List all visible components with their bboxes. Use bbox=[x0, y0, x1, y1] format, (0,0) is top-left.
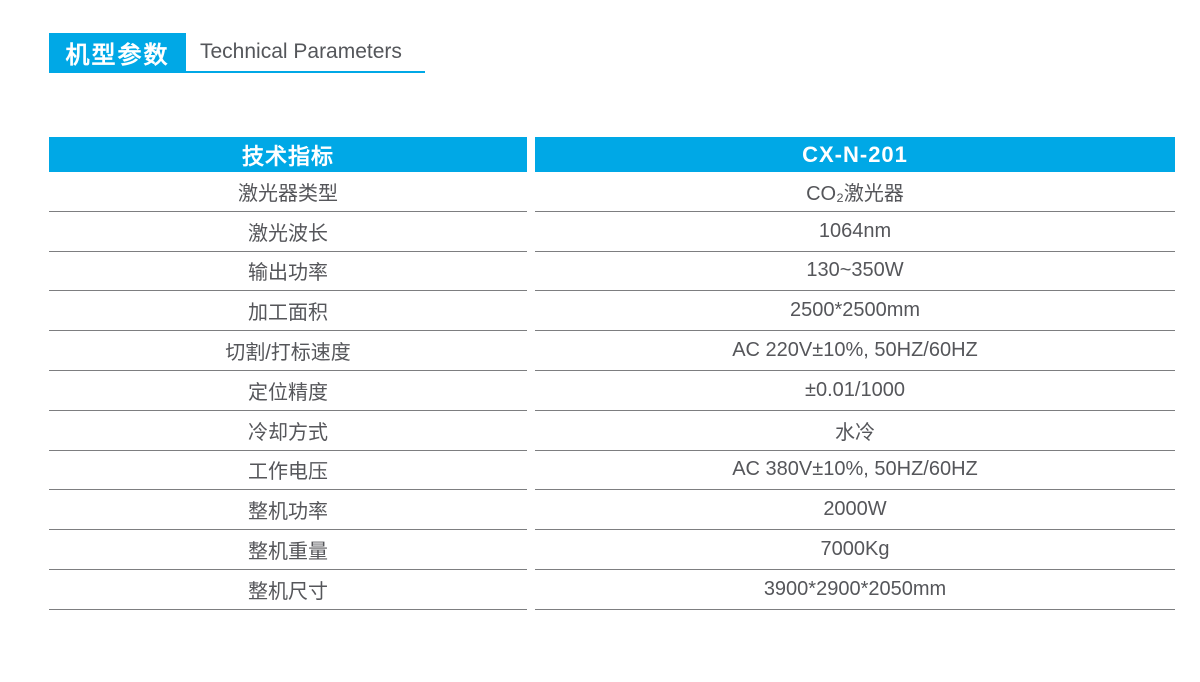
table-row: 工作电压 AC 380V±10%, 50HZ/60HZ bbox=[49, 451, 1175, 491]
spec-label: 整机功率 bbox=[49, 490, 527, 531]
spec-label: 整机重量 bbox=[49, 530, 527, 570]
table-row: 冷却方式 水冷 bbox=[49, 411, 1175, 451]
spec-label: 工作电压 bbox=[49, 451, 527, 491]
table-row: 切割/打标速度 AC 220V±10%, 50HZ/60HZ bbox=[49, 331, 1175, 371]
spec-label: 定位精度 bbox=[49, 371, 527, 411]
spec-value: AC 380V±10%, 50HZ/60HZ bbox=[535, 451, 1175, 491]
column-header-model: CX-N-201 bbox=[535, 137, 1175, 172]
table-row: 激光器类型 CO₂激光器 bbox=[49, 172, 1175, 212]
spec-table-body: 激光器类型 CO₂激光器 激光波长 1064nm 输出功率 130~350W 加… bbox=[49, 172, 1175, 610]
column-gutter bbox=[527, 411, 535, 451]
spec-value: CO₂激光器 bbox=[535, 172, 1175, 212]
spec-table-header: 技术指标 CX-N-201 bbox=[49, 137, 1175, 172]
spec-label: 冷却方式 bbox=[49, 411, 527, 451]
section-title-cn-label: 机型参数 bbox=[65, 41, 170, 69]
table-row: 定位精度 ±0.01/1000 bbox=[49, 371, 1175, 411]
column-gutter bbox=[527, 371, 535, 411]
section-title-en: Technical Parameters bbox=[200, 40, 402, 63]
spec-label: 切割/打标速度 bbox=[49, 331, 527, 371]
spec-value: 1064nm bbox=[535, 212, 1175, 252]
column-gutter bbox=[527, 252, 535, 292]
table-row: 激光波长 1064nm bbox=[49, 212, 1175, 252]
spec-label: 整机尺寸 bbox=[49, 570, 527, 610]
column-gutter bbox=[527, 490, 535, 530]
spec-value: AC 220V±10%, 50HZ/60HZ bbox=[535, 331, 1175, 371]
table-row: 整机尺寸 3900*2900*2050mm bbox=[49, 570, 1175, 610]
spec-value: 水冷 bbox=[535, 411, 1175, 451]
column-gutter bbox=[527, 451, 535, 491]
column-gutter bbox=[527, 570, 535, 610]
column-gutter bbox=[527, 212, 535, 252]
spec-label: 激光波长 bbox=[49, 212, 527, 252]
column-gutter bbox=[527, 530, 535, 570]
table-row: 整机功率 2000W bbox=[49, 490, 1175, 531]
column-header-indicator: 技术指标 bbox=[49, 137, 527, 172]
spec-value: 2000W bbox=[535, 490, 1175, 531]
table-row: 整机重量 7000Kg bbox=[49, 530, 1175, 570]
spec-value: 3900*2900*2050mm bbox=[535, 570, 1175, 610]
spec-label: 激光器类型 bbox=[49, 172, 527, 212]
section-title: 机型参数 Technical Parameters bbox=[49, 33, 425, 73]
column-gutter bbox=[527, 331, 535, 371]
column-gutter bbox=[527, 291, 535, 331]
table-row: 输出功率 130~350W bbox=[49, 252, 1175, 292]
column-gutter bbox=[527, 137, 535, 172]
spec-table: 技术指标 CX-N-201 激光器类型 CO₂激光器 激光波长 1064nm 输… bbox=[49, 137, 1175, 610]
spec-value: 2500*2500mm bbox=[535, 291, 1175, 332]
spec-value: 130~350W bbox=[535, 252, 1175, 292]
spec-value: 7000Kg bbox=[535, 530, 1175, 570]
spec-value: ±0.01/1000 bbox=[535, 371, 1175, 411]
spec-label: 加工面积 bbox=[49, 291, 527, 332]
column-gutter bbox=[527, 172, 535, 212]
table-row: 加工面积 2500*2500mm bbox=[49, 291, 1175, 332]
section-title-cn: 机型参数 bbox=[49, 33, 186, 71]
spec-label: 输出功率 bbox=[49, 252, 527, 292]
